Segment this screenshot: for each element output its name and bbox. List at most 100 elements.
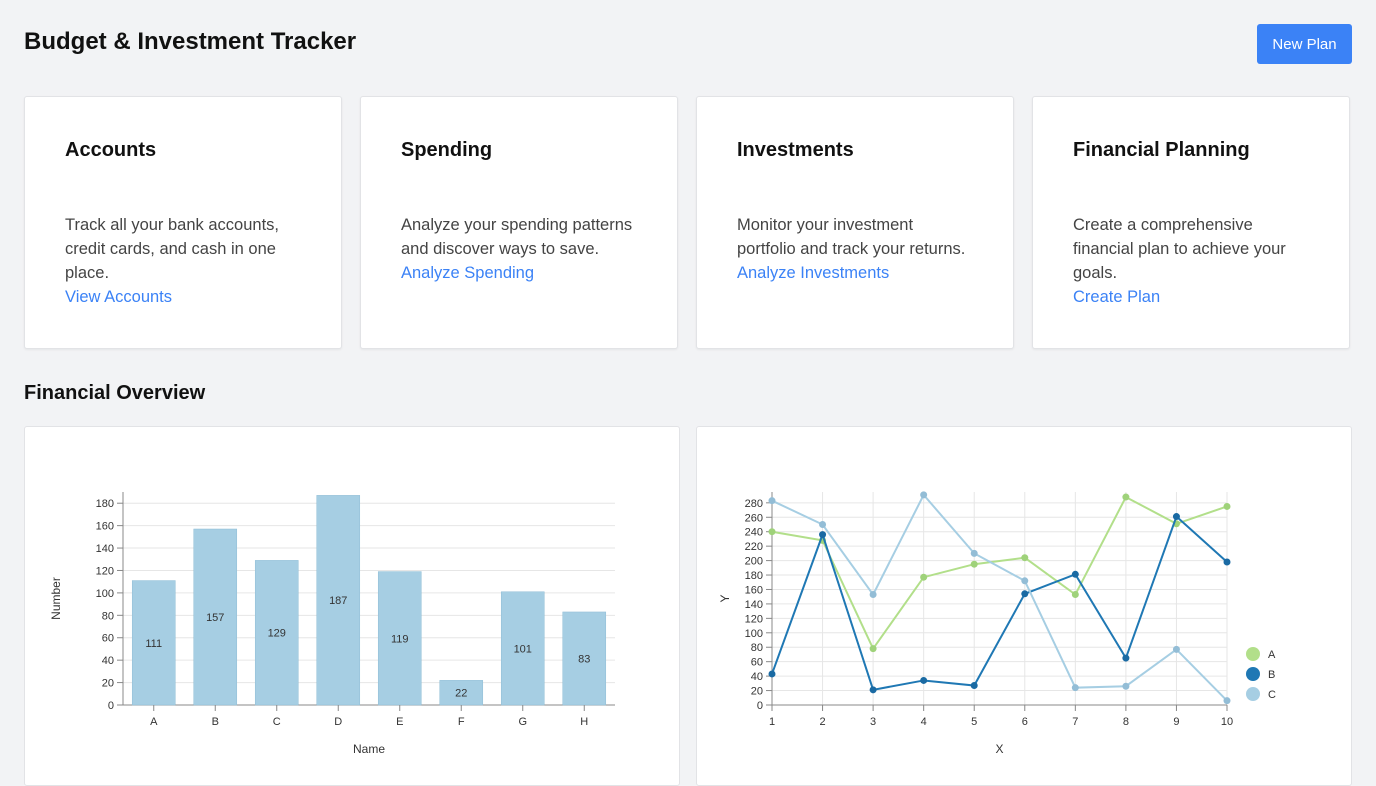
bar — [316, 495, 361, 706]
card-accounts: Accounts Track all your bank accounts, c… — [24, 96, 342, 349]
x-tick-label: 9 — [1173, 716, 1179, 728]
data-point — [1172, 645, 1180, 653]
data-point — [1122, 682, 1130, 690]
data-point — [1071, 684, 1079, 692]
y-tick-label: 140 — [745, 599, 763, 611]
data-point — [970, 549, 978, 557]
analyze-investments-link[interactable]: Analyze Investments — [737, 264, 890, 282]
data-point — [1021, 590, 1029, 598]
y-axis-label: Number — [49, 577, 63, 620]
line-chart: 0 20 40 60 80 100 120 140 160 180 200 220 240 260 280 1… — [718, 491, 1276, 756]
card-title: Investments — [737, 139, 854, 161]
bar-value-label: 119 — [391, 633, 409, 645]
data-point — [1122, 493, 1130, 501]
x-tick-label: H — [580, 716, 588, 728]
bar — [500, 591, 545, 706]
x-tick-label: 5 — [971, 716, 977, 728]
series-line-c — [771, 493, 1228, 702]
y-tick-label: 180 — [96, 498, 114, 510]
data-point — [920, 491, 928, 499]
y-axis-label: Y — [718, 594, 732, 602]
y-tick-label: 120 — [96, 565, 114, 577]
y-tick-label: 280 — [745, 498, 763, 510]
y-tick-label: 0 — [757, 700, 763, 712]
y-tick-label: 20 — [102, 678, 114, 690]
x-tick-label: F — [458, 716, 465, 728]
x-tick-label: E — [396, 716, 403, 728]
y-tick-label: 140 — [96, 543, 114, 555]
x-tick-label: A — [150, 716, 158, 728]
view-accounts-link[interactable]: View Accounts — [65, 288, 173, 306]
data-point — [1172, 513, 1180, 521]
data-point — [1122, 654, 1130, 662]
x-tick-label: D — [334, 716, 342, 728]
new-plan-button[interactable]: New Plan — [1257, 24, 1352, 64]
y-tick-label: 20 — [751, 686, 763, 698]
y-tick-label: 100 — [745, 628, 763, 640]
bar — [439, 680, 484, 706]
y-tick-label: 40 — [751, 671, 763, 683]
series-line-b — [771, 514, 1228, 691]
card-description: Create a comprehensive financial plan to… — [1073, 216, 1286, 306]
y-tick-label: 0 — [108, 700, 114, 712]
x-axis-label: Name — [353, 742, 385, 756]
data-point — [970, 682, 978, 690]
y-tick-label: 120 — [745, 613, 763, 625]
x-tick-label: 6 — [1022, 716, 1028, 728]
card-description: Analyze your spending patterns and disco… — [401, 216, 633, 282]
data-point — [1021, 554, 1029, 562]
x-tick-label: 7 — [1072, 716, 1078, 728]
y-tick-label: 80 — [751, 642, 763, 654]
y-tick-label: 260 — [745, 512, 763, 524]
card-description: Track all your bank accounts, credit car… — [65, 216, 279, 306]
section-title: Financial Overview — [24, 382, 206, 404]
card-spending: Spending Analyze your spending patterns … — [360, 96, 678, 349]
x-tick-label: B — [212, 716, 219, 728]
line-chart-card: 0 20 40 60 80 100 120 140 160 180 200 220 240 260 280 1… — [696, 426, 1352, 786]
data-point — [768, 528, 776, 536]
data-point — [920, 676, 928, 684]
y-tick-label: 80 — [102, 610, 114, 622]
bar — [562, 611, 607, 706]
data-point — [768, 497, 776, 505]
bar-chart: 0 20 40 60 80 100 120 140 160 180 111 A 157 B 129 C 187 D… — [49, 492, 615, 756]
x-tick-label: 1 — [769, 716, 775, 728]
bar-value-label: 129 — [268, 628, 286, 640]
x-tick-label: 8 — [1123, 716, 1129, 728]
header: Budget & Investment Tracker New Plan — [24, 24, 1352, 64]
data-point — [1223, 558, 1231, 566]
x-tick-label: 10 — [1221, 716, 1233, 728]
data-point — [869, 591, 877, 599]
create-plan-link[interactable]: Create Plan — [1073, 288, 1161, 306]
y-tick-label: 60 — [751, 657, 763, 669]
data-point — [1021, 577, 1029, 585]
y-tick-label: 220 — [745, 541, 763, 553]
legend-marker — [1246, 667, 1260, 681]
bar-value-label: 22 — [455, 688, 467, 700]
legend-marker — [1246, 687, 1260, 701]
x-tick-label: 4 — [921, 716, 927, 728]
card-financial-planning: Financial Planning Create a comprehensiv… — [1032, 96, 1350, 349]
data-point — [1223, 697, 1231, 705]
y-tick-label: 40 — [102, 655, 114, 667]
data-point — [1071, 591, 1079, 599]
data-point — [920, 573, 928, 581]
data-point — [869, 686, 877, 694]
bar-value-label: 157 — [206, 612, 224, 624]
bar-value-label: 111 — [145, 638, 162, 650]
data-point — [819, 531, 827, 539]
x-axis-label: X — [995, 742, 1003, 756]
x-tick-label: 2 — [819, 716, 825, 728]
bar — [193, 528, 238, 706]
y-tick-label: 200 — [745, 556, 763, 568]
bar-chart-card: 0 20 40 60 80 100 120 140 160 180 111 A 157 B 129 C 187 D… — [24, 426, 680, 786]
data-point — [970, 560, 978, 568]
legend-label: C — [1268, 689, 1276, 701]
card-title: Accounts — [65, 139, 157, 161]
analyze-spending-link[interactable]: Analyze Spending — [401, 264, 535, 282]
legend-marker — [1246, 647, 1260, 661]
data-point — [869, 645, 877, 653]
legend-label: B — [1268, 669, 1275, 681]
data-point — [1223, 502, 1231, 510]
bar — [377, 571, 422, 706]
